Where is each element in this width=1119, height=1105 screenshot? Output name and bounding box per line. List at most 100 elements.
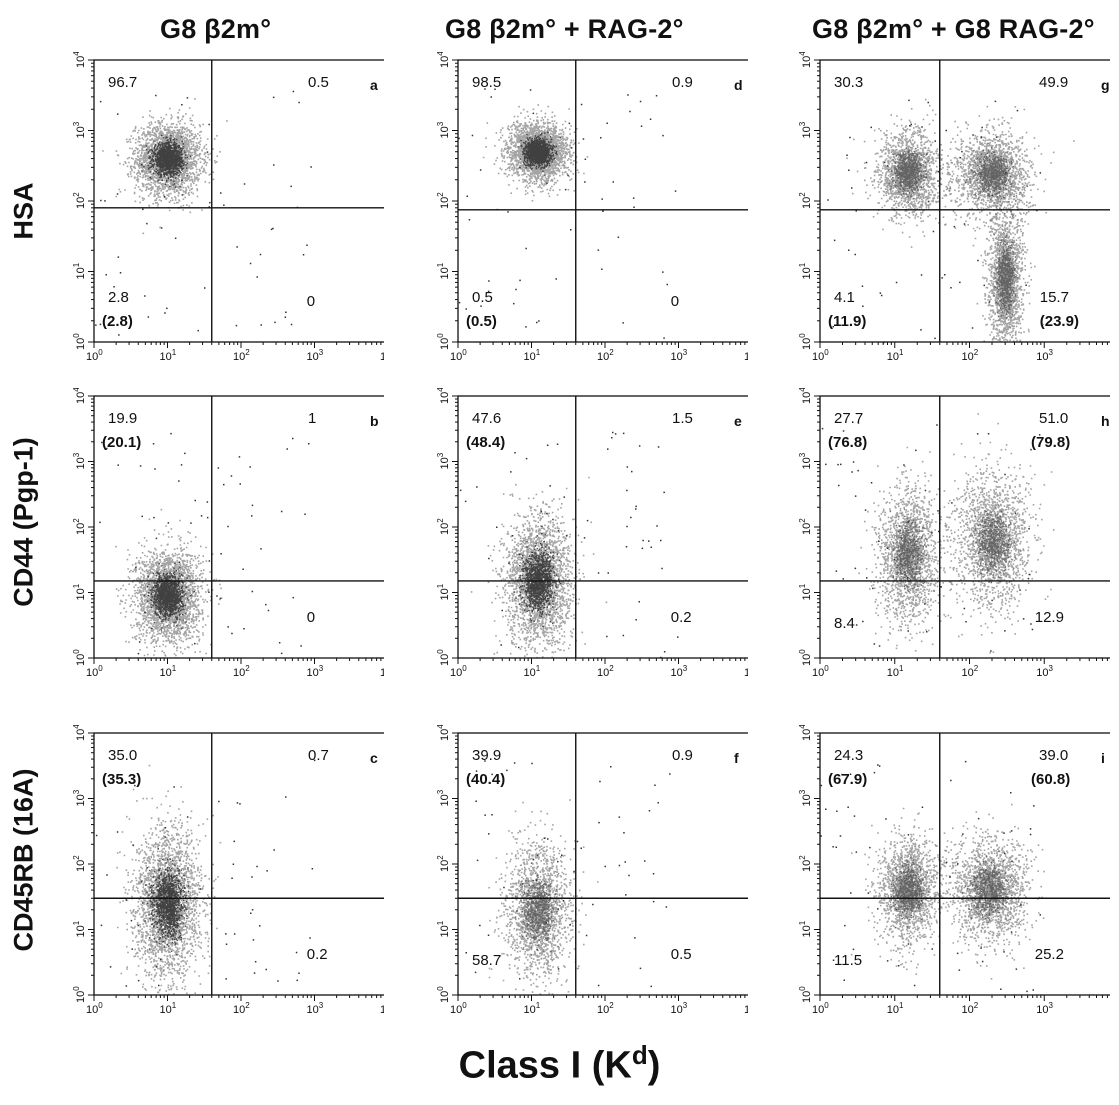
panel-g-lower-left-value: 4.1: [834, 289, 855, 306]
panel-g-lower-right-value: 15.7: [1040, 289, 1069, 306]
panel-f-y-tick-label: 101: [436, 920, 451, 937]
panel-d-x-tick-exponent: 3: [683, 348, 688, 357]
panel-h-y-tick-label: 101: [798, 583, 813, 600]
panel-d-y-tick-exponent: 3: [436, 121, 445, 126]
panel-f-x-tick-exponent: 1: [536, 1001, 541, 1010]
panel-g-x-tick-exponent: 0: [824, 348, 829, 357]
panel-a-y-tick-label: 100: [72, 333, 87, 350]
panel-h-upper-left-value: 27.7: [834, 410, 863, 427]
panel-e-x-tick-exponent: 0: [462, 664, 467, 673]
panel-a-x-tick-label: 103: [307, 348, 324, 363]
panel-a-x-tick-label: 104: [380, 348, 384, 363]
panel-c-y-tick-label: 101: [72, 920, 87, 937]
panel-a-x-tick-label: 100: [86, 348, 103, 363]
panel-d-x-tick-label: 104: [744, 348, 748, 363]
panel-b-y-tick-label: 104: [72, 388, 87, 404]
panel-e-y-tick-label: 102: [436, 518, 451, 535]
panel-h-x-tick-label: 101: [887, 664, 904, 679]
panel-c-population-core-0: [141, 858, 191, 956]
panel-g-y-tick-label: 102: [798, 192, 813, 209]
panel-g-population-0: [846, 98, 959, 248]
column-title-g8-b2m: G8 β2m°: [160, 14, 272, 44]
panel-a-lower-right-value: 0: [307, 293, 315, 310]
panel-f-upper-right-value: 0.9: [672, 747, 693, 764]
panel-a-upper-right-value: 0.5: [308, 74, 329, 91]
panel-d-x-tick-label: 100: [450, 348, 467, 363]
panel-c-y-tick-label: 103: [72, 789, 87, 806]
panel-b-y-tick-exponent: 3: [72, 452, 81, 457]
panel-g-population-1: [919, 105, 1075, 236]
panel-g-upper-right-value: 49.9: [1039, 74, 1068, 91]
panel-i-lower-right-value: 25.2: [1035, 946, 1064, 963]
panel-i-events: [820, 760, 1045, 993]
panel-f-x-tick-label: 103: [671, 1001, 688, 1016]
panel-c-y-tick-exponent: 4: [72, 725, 81, 729]
panel-g-x-tick-label: 103: [1036, 348, 1053, 363]
panel-d-x-tick-exponent: 2: [609, 348, 614, 357]
panel-c-x-tick-label: 101: [160, 1001, 177, 1016]
panel-i-x-tick-label: 102: [962, 1001, 979, 1016]
panel-a-x-tick-label: 101: [160, 348, 177, 363]
panel-d-x-tick-exponent: 1: [536, 348, 541, 357]
panel-a-y-tick-exponent: 2: [72, 192, 81, 197]
panel-c-y-tick-label: 100: [72, 986, 87, 1003]
panel-h-population-0: [858, 446, 953, 652]
panel-h-x-tick-exponent: 1: [899, 664, 904, 673]
panel-c-y-tick-exponent: 0: [72, 986, 81, 991]
panel-b-lower-right-value: 0: [307, 609, 315, 626]
panel-e-x-tick-exponent: 2: [609, 664, 614, 673]
panel-c-x-tick-exponent: 3: [319, 1001, 324, 1010]
panel-b-upper-left-value: 19.9: [108, 410, 137, 427]
panel-b-y-tick-exponent: 2: [72, 518, 81, 523]
panel-g-population-core-1: [962, 142, 1018, 204]
panel-c-x-tick-label: 104: [380, 1001, 384, 1016]
panel-f-y-tick-exponent: 4: [436, 725, 445, 729]
panel-e-sparse-events: [459, 431, 679, 659]
panel-b-x-tick-exponent: 1: [172, 664, 177, 673]
panel-d-lower-right-value: 0: [671, 293, 679, 310]
panel-g-x-tick-exponent: 1: [899, 348, 904, 357]
panel-f-x-tick-label: 104: [744, 1001, 748, 1016]
panel-a-x-tick-exponent: 0: [98, 348, 103, 357]
panel-e-letter: e: [734, 413, 742, 429]
panel-a-x-tick-exponent: 2: [245, 348, 250, 357]
panel-g-y-tick-label: 100: [798, 333, 813, 350]
panel-i-y-tick-exponent: 0: [798, 986, 807, 991]
panel-f-y-tick-label: 104: [436, 725, 451, 741]
panel-h-x-tick-exponent: 0: [824, 664, 829, 673]
panel-h-population-core-0: [889, 508, 930, 608]
panel-f-letter: f: [734, 750, 739, 766]
panel-d-upper-right-value: 0.9: [672, 74, 693, 91]
panel-c-y-tick-exponent: 3: [72, 789, 81, 794]
panel-i-y-tick-label: 101: [798, 920, 813, 937]
panel-d-lower-left-paren-value: (0.5): [466, 313, 497, 330]
panel-a-y-tick-exponent: 0: [72, 333, 81, 338]
panel-d-x-tick-label: 101: [524, 348, 541, 363]
panel-c-y-tick-exponent: 2: [72, 855, 81, 860]
panel-e-x-tick-exponent: 1: [536, 664, 541, 673]
panel-b-x-tick-label: 100: [86, 664, 103, 679]
x-axis-label-superscript: d: [631, 1040, 648, 1070]
panel-i-population-1: [934, 803, 1045, 980]
panel-d-letter: d: [734, 77, 743, 93]
panel-c-letter: c: [370, 750, 378, 766]
panel-c: 10010010110110210210310310410435.0(35.3)…: [72, 725, 384, 1016]
panel-b: 10010010110110210210310310410419.9(20.1)…: [72, 388, 384, 679]
panel-a-lower-left-paren-value: (2.8): [102, 313, 133, 330]
panel-f-upper-left-value: 39.9: [472, 747, 501, 764]
panel-b-events: [99, 432, 310, 657]
panel-b-x-tick-label: 103: [307, 664, 324, 679]
panel-e-y-tick-exponent: 4: [436, 388, 445, 392]
panel-a-y-tick-exponent: 1: [72, 262, 81, 267]
panel-a: 10010010110110210210310310410496.70.52.8…: [72, 52, 384, 363]
panel-h-y-tick-label: 103: [798, 452, 813, 469]
panel-f-x-tick-exponent: 2: [609, 1001, 614, 1010]
panel-h-lower-left-value: 8.4: [834, 615, 855, 632]
panel-e-y-tick-label: 100: [436, 649, 451, 666]
panel-e-y-tick-exponent: 2: [436, 518, 445, 523]
panel-i-y-tick-label: 103: [798, 789, 813, 806]
panel-b-y-tick-label: 100: [72, 649, 87, 666]
panel-f-x-tick-exponent: 3: [683, 1001, 688, 1010]
panel-f-y-tick-label: 100: [436, 986, 451, 1003]
